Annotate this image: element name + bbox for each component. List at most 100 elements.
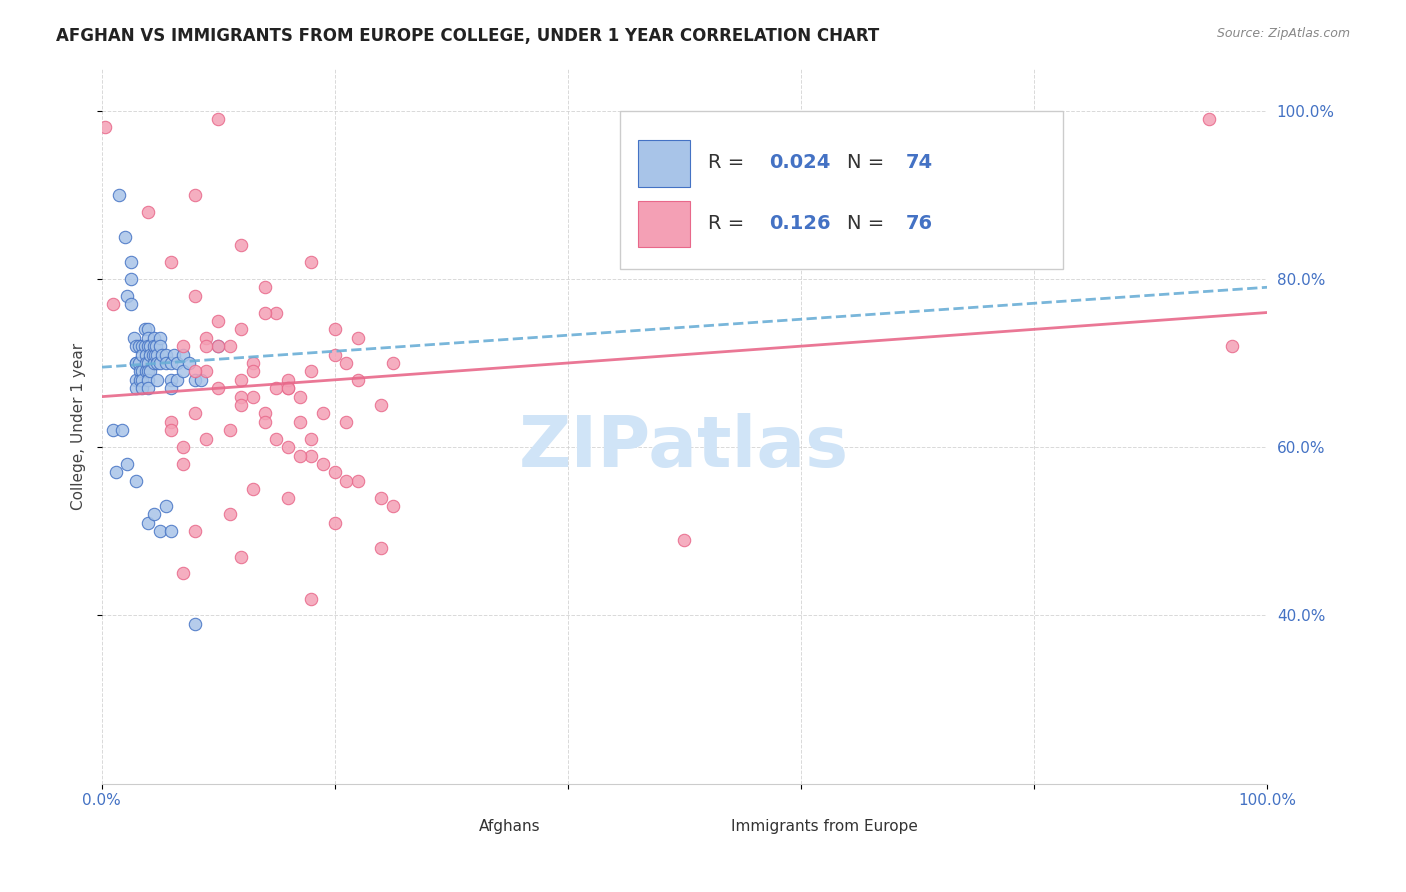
Point [242, 482, 264, 496]
Point [125, 474, 148, 488]
Point [149, 331, 172, 345]
Text: Source: ZipAtlas.com: Source: ZipAtlas.com [1216, 27, 1350, 40]
Point [207, 339, 229, 353]
Point [277, 373, 299, 387]
Point [370, 491, 392, 505]
Point [136, 364, 159, 378]
Point [160, 423, 183, 437]
Point [139, 364, 162, 378]
Text: 76: 76 [905, 214, 932, 233]
Point [131, 339, 153, 353]
Point [184, 407, 207, 421]
Text: N =: N = [848, 153, 891, 172]
Point [108, 187, 131, 202]
Point [184, 616, 207, 631]
Point [288, 390, 311, 404]
Point [136, 204, 159, 219]
Point [299, 255, 322, 269]
Point [149, 356, 172, 370]
Point [673, 533, 696, 547]
Point [120, 255, 142, 269]
Point [312, 457, 335, 471]
Point [146, 373, 169, 387]
Point [218, 423, 240, 437]
Point [128, 339, 150, 353]
Point [139, 339, 162, 353]
Point [150, 348, 173, 362]
Point [135, 364, 157, 378]
Point [207, 112, 229, 126]
Point [155, 348, 177, 362]
Point [134, 339, 156, 353]
Point [253, 415, 276, 429]
Point [184, 288, 207, 302]
Point [335, 474, 357, 488]
Point [139, 348, 162, 362]
Point [253, 280, 276, 294]
Point [104, 466, 127, 480]
Point [312, 407, 335, 421]
Point [155, 499, 177, 513]
Point [218, 339, 240, 353]
Point [323, 516, 346, 530]
Point [323, 348, 346, 362]
Point [143, 508, 166, 522]
Point [172, 348, 194, 362]
Point [115, 457, 138, 471]
Point [184, 524, 207, 539]
Point [231, 398, 253, 412]
Point [242, 364, 264, 378]
Point [160, 255, 183, 269]
Point [129, 364, 152, 378]
Point [163, 348, 186, 362]
FancyBboxPatch shape [707, 820, 742, 838]
Point [172, 339, 194, 353]
Text: Immigrants from Europe: Immigrants from Europe [731, 819, 918, 834]
Text: AFGHAN VS IMMIGRANTS FROM EUROPE COLLEGE, UNDER 1 YEAR CORRELATION CHART: AFGHAN VS IMMIGRANTS FROM EUROPE COLLEGE… [56, 27, 880, 45]
Point [143, 356, 166, 370]
Point [136, 516, 159, 530]
Point [131, 364, 153, 378]
Point [145, 339, 167, 353]
Point [160, 415, 183, 429]
Point [149, 524, 172, 539]
Point [128, 356, 150, 370]
Text: 0.126: 0.126 [769, 214, 831, 233]
Point [125, 356, 148, 370]
Point [218, 508, 240, 522]
Point [142, 348, 165, 362]
Point [160, 356, 183, 370]
Point [136, 381, 159, 395]
Point [231, 390, 253, 404]
Point [135, 348, 157, 362]
Point [114, 229, 136, 244]
Point [101, 423, 124, 437]
Point [1220, 339, 1243, 353]
Point [299, 364, 322, 378]
Point [381, 356, 404, 370]
Point [277, 440, 299, 454]
Point [146, 348, 169, 362]
Point [231, 322, 253, 336]
Point [131, 381, 153, 395]
Point [347, 373, 370, 387]
Point [125, 356, 148, 370]
Point [155, 356, 177, 370]
Point [149, 339, 172, 353]
Point [231, 549, 253, 564]
FancyBboxPatch shape [638, 140, 690, 186]
Point [166, 373, 188, 387]
Point [299, 432, 322, 446]
Point [166, 356, 188, 370]
Text: R =: R = [707, 153, 749, 172]
Point [242, 390, 264, 404]
Point [134, 322, 156, 336]
Point [323, 466, 346, 480]
Point [277, 491, 299, 505]
Point [288, 449, 311, 463]
Point [120, 272, 142, 286]
Point [195, 432, 218, 446]
Point [253, 407, 276, 421]
Point [370, 541, 392, 555]
Point [115, 288, 138, 302]
